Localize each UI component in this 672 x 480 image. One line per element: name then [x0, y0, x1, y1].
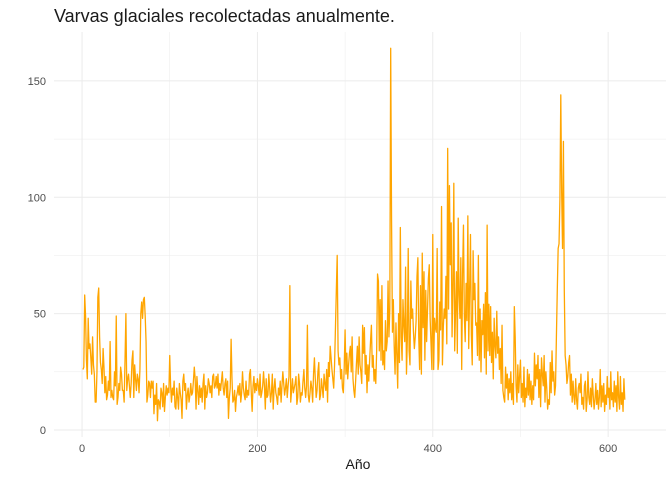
y-tick-label: 50	[34, 309, 46, 321]
grid-minor	[54, 32, 666, 437]
x-tick-label: 200	[248, 443, 266, 455]
x-tick-label: 400	[424, 443, 442, 455]
grid-major	[54, 32, 666, 437]
series-line	[82, 47, 626, 422]
x-tick-label: 600	[599, 443, 617, 455]
x-axis-title: Año	[346, 456, 371, 472]
y-tick-label: 100	[28, 192, 46, 204]
y-axis: 0 50 100 150	[28, 76, 46, 437]
x-tick-label: 0	[79, 443, 85, 455]
y-tick-label: 0	[40, 425, 46, 437]
chart-title: Varvas glaciales recolectadas anualmente…	[54, 6, 395, 26]
x-axis: 0 200 400 600	[79, 443, 617, 455]
y-tick-label: 150	[28, 76, 46, 88]
